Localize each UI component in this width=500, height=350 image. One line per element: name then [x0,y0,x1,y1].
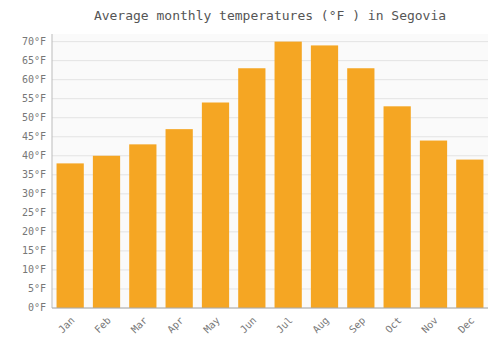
x-tick-label: Nov [419,315,440,336]
y-tick-label: 25°F [22,207,46,218]
y-tick-label: 40°F [22,150,46,161]
y-tick-label: 50°F [22,112,46,123]
x-tick-label: Apr [165,315,186,336]
x-tick-label: Jul [274,315,295,336]
y-tick-label: 10°F [22,264,46,275]
y-axis-line [52,34,53,308]
y-tick-label: 20°F [22,226,46,237]
y-tick-label: 70°F [22,36,46,47]
grid-line [52,308,488,309]
title: Average monthly temperatures (°F ) in Se… [94,8,446,23]
x-tick-label: Aug [310,315,331,336]
y-tick-label: 45°F [22,131,46,142]
bar [420,141,447,308]
bar [93,156,120,308]
bar [57,163,84,308]
x-tick-label: Jun [238,315,259,336]
y-tick-label: 5°F [28,283,46,294]
x-tick-label: Mar [129,315,150,336]
x-tick-label: Oct [383,315,404,336]
x-tick-label: Dec [456,315,477,336]
x-tick-label: Sep [347,315,368,336]
bar [202,103,229,309]
bar [384,106,411,308]
x-axis-line [52,308,488,309]
grid-line [52,41,488,42]
grid-line [52,98,488,99]
plot-area [52,34,488,308]
x-tick-label: Jan [56,315,77,336]
grid-line [52,79,488,80]
bars [57,42,484,308]
bar [456,160,483,308]
y-axis: 0°F 5°F 10°F 15°F 20°F 25°F 30°F 35°F 40°F 45°F 50… [22,36,46,313]
bar [311,45,338,308]
bar [238,68,265,308]
bar [347,68,374,308]
chart: 0°F 5°F 10°F 15°F 20°F 25°F 30°F 35°F 40°F 45°F 50… [0,0,500,350]
bar [166,129,193,308]
y-tick-label: 30°F [22,188,46,199]
y-tick-label: 55°F [22,93,46,104]
grid-line [52,60,488,61]
y-tick-label: 35°F [22,169,46,180]
y-tick-label: 15°F [22,245,46,256]
y-tick-label: 60°F [22,74,46,85]
x-axis: Jan Feb Mar Apr May Jun Jul Aug Sep Oct Nov Dec [56,315,476,336]
y-tick-label: 65°F [22,55,46,66]
page: {"chart_data": {"type": "bar", "title": … [0,0,500,350]
bar [275,42,302,308]
grid-line [52,136,488,137]
bar [129,144,156,308]
x-tick-label: Feb [92,315,113,336]
y-tick-label: 0°F [28,302,46,313]
grid-line [52,117,488,118]
x-tick-label: May [201,315,222,336]
grid [52,42,488,308]
